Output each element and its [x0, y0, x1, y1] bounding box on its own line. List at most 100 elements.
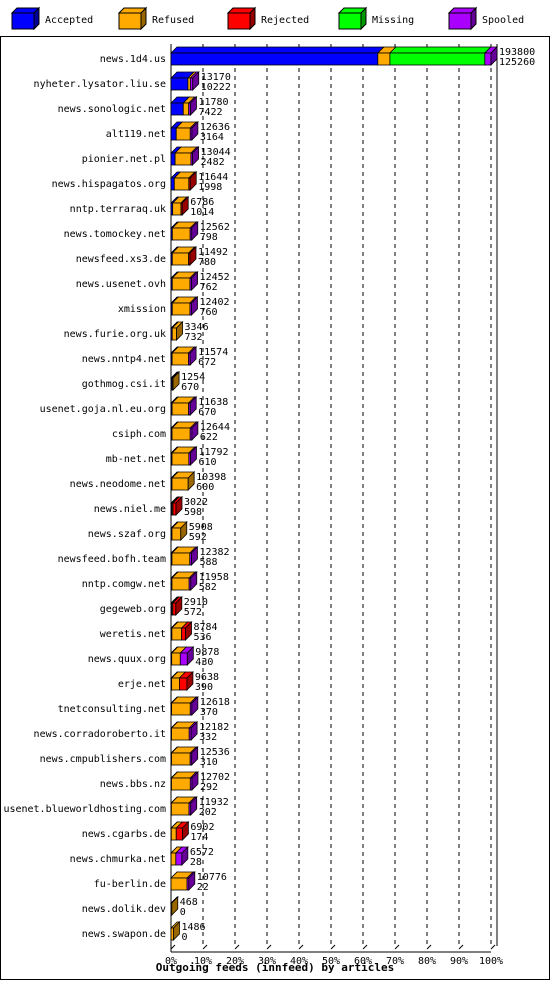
bar-segment-refused	[174, 152, 192, 166]
x-tick	[490, 944, 496, 950]
value-label-accepted: 3164	[200, 132, 224, 143]
value-label-accepted: 430	[195, 657, 213, 668]
bar-row-tnetconsulting-net	[170, 696, 199, 716]
value-label-accepted: 332	[199, 732, 217, 743]
bar-row-gegeweb-org	[170, 596, 183, 616]
bar-row-news-dolik-dev	[170, 896, 179, 916]
bar-side	[181, 821, 189, 841]
legend-item-rejected: Rejected	[226, 6, 309, 31]
value-label-offered: 12618	[200, 697, 230, 708]
category-label-news-cgarbs-de: news.cgarbs.de	[82, 829, 166, 840]
bar-segment-accepted	[170, 102, 184, 116]
value-label-offered: 11958	[199, 572, 229, 583]
category-label-news-bbs-nz: news.bbs.nz	[100, 779, 166, 790]
bar-side	[186, 646, 194, 666]
category-label-news-niel-me: news.niel.me	[94, 504, 166, 515]
value-label-accepted: 588	[199, 557, 217, 568]
bar-segment-rejected	[175, 827, 183, 841]
category-label-news-tomockey-net: news.tomockey.net	[64, 229, 166, 240]
bar-row-gothmog-csi-it	[170, 371, 181, 391]
category-label-nntp-terraraq-uk: nntp.terraraq.uk	[70, 204, 166, 215]
bar-side	[176, 321, 183, 341]
bar-segment-refused	[171, 652, 181, 666]
legend-swatch-side	[249, 6, 256, 31]
category-label-news-szaf-org: news.szaf.org	[88, 529, 166, 540]
legend-swatch	[448, 12, 472, 30]
bar-segment-refused	[170, 877, 188, 891]
legend-swatch	[338, 12, 362, 30]
legend: Accepted Refused Rejected Missing Spooled	[10, 6, 524, 31]
bar-segment-refused	[171, 727, 190, 741]
bar-segment-top-accepted	[170, 46, 385, 54]
bar-segment-refused	[171, 627, 183, 641]
bar-row-news-bbs-nz	[170, 771, 199, 791]
x-tick	[202, 944, 208, 950]
bar-row-newsfeed-bofh-team	[170, 546, 199, 566]
value-label-offered: 468	[180, 897, 198, 908]
category-label-usenet-goja-nl-eu-org: usenet.goja.nl.eu.org	[40, 404, 166, 415]
bar-row-xmission	[170, 296, 199, 316]
bar-row-news-swapon-de	[170, 921, 181, 941]
bar-row-erje-net	[170, 671, 194, 691]
bar-side	[191, 696, 199, 716]
category-label-news-usenet-ovh: news.usenet.ovh	[76, 279, 166, 290]
x-tick	[362, 944, 368, 950]
value-label-accepted: 7422	[198, 107, 222, 118]
bar-row-usenet-blueworldhosting-com	[170, 796, 198, 816]
x-tick-label: 30%	[258, 956, 276, 967]
bar-segment-refused	[171, 227, 191, 241]
bar-side	[172, 371, 180, 391]
bar-side	[192, 71, 200, 91]
legend-item-missing: Missing	[337, 6, 414, 31]
value-label-accepted: 600	[196, 482, 214, 493]
value-label-offered: 11780	[198, 97, 228, 108]
x-tick-label: 0%	[165, 956, 177, 967]
value-label-offered: 193800	[499, 47, 535, 58]
category-label-newsfeed-xs3-de: newsfeed.xs3.de	[76, 254, 166, 265]
value-label-offered: 10776	[197, 872, 227, 883]
value-label-offered: 6902	[190, 822, 214, 833]
value-label-accepted: 1998	[198, 182, 222, 193]
category-label-news-chmurka-net: news.chmurka.net	[70, 854, 166, 865]
value-label-accepted: 310	[200, 757, 218, 768]
bar-row-nntp-terraraq-uk	[170, 196, 190, 216]
category-label-news-cmpublishers-com: news.cmpublishers.com	[40, 754, 166, 765]
x-tick	[330, 944, 336, 950]
bar-side	[171, 896, 179, 916]
bar-side	[190, 721, 198, 741]
value-label-offered: 12636	[200, 122, 230, 133]
bar-side	[189, 346, 197, 366]
value-label-offered: 12702	[200, 772, 230, 783]
legend-swatch-side	[470, 6, 477, 31]
bar-segment-accepted	[170, 177, 175, 191]
value-label-accepted: 582	[199, 582, 217, 593]
category-label-news-swapon-de: news.swapon.de	[82, 929, 166, 940]
bar-segment-refused	[171, 327, 177, 341]
bar-segment-refused	[170, 802, 190, 816]
bar-segment-accepted	[170, 77, 189, 91]
legend-item-refused: Refused	[117, 6, 194, 31]
bar-row-usenet-goja-nl-eu-org	[170, 396, 198, 416]
bar-segment-refused	[171, 452, 190, 466]
bar-row-pionier-net-pl	[170, 146, 200, 166]
bar-segment-refused	[171, 277, 191, 291]
value-label-offered: 12182	[199, 722, 229, 733]
legend-item-spooled: Spooled	[447, 6, 524, 31]
category-label-news-hispagatos-org: news.hispagatos.org	[52, 179, 166, 190]
x-tick	[426, 944, 432, 950]
bar-side	[190, 96, 197, 116]
value-label-offered: 11492	[198, 247, 228, 258]
x-tick-label: 80%	[418, 956, 436, 967]
category-label-news-quux-org: news.quux.org	[88, 654, 166, 665]
value-label-accepted: 22	[197, 882, 209, 893]
bar-row-news-hispagatos-org	[170, 171, 198, 191]
value-label-offered: 5908	[189, 522, 213, 533]
x-tick	[394, 944, 400, 950]
bar-row-alt119-net	[170, 121, 199, 141]
bar-side	[189, 246, 197, 266]
bar-segment-spooled	[179, 652, 188, 666]
bar-side	[190, 446, 197, 466]
value-label-offered: 6786	[190, 197, 214, 208]
bar-segment-accepted	[170, 127, 177, 141]
bar-segment-accepted	[170, 52, 379, 66]
